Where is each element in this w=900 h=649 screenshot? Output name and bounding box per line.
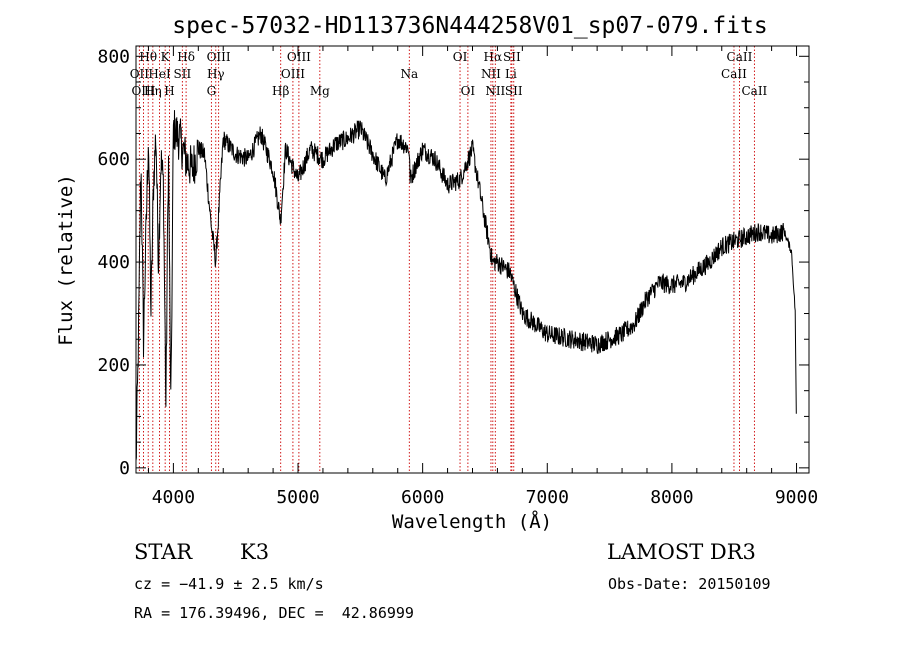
marker-label-17: OI	[453, 50, 468, 64]
marker-label-9: OIII	[207, 50, 231, 64]
survey-name: LAMOST DR3	[607, 540, 756, 564]
marker-label-13: OIII	[281, 67, 305, 81]
marker-label-21: NII	[485, 84, 505, 98]
redshift-velocity: cz = −41.9 ± 2.5 km/s	[134, 575, 324, 593]
marker-label-26: CaII	[721, 67, 747, 81]
marker-label-6: H	[164, 84, 174, 98]
object-subclass: K3	[240, 540, 270, 564]
x-tick-label-7000: 7000	[526, 487, 569, 508]
spectrum-series	[135, 110, 797, 461]
marker-label-20: NII	[481, 67, 501, 81]
y-tick-label-800: 800	[97, 46, 130, 67]
chart-title: spec-57032-HD113736N444258V01_sp07-079.f…	[172, 13, 767, 39]
x-tick-label-8000: 8000	[650, 487, 693, 508]
y-tick-label-600: 600	[97, 149, 130, 170]
marker-label-27: CaII	[741, 84, 767, 98]
marker-label-12: OIII	[287, 50, 311, 64]
marker-label-25: CaII	[727, 50, 753, 64]
observation-date: Obs-Date: 20150109	[608, 575, 771, 593]
marker-label-0: Hθ	[139, 50, 157, 64]
y-tick-label-0: 0	[119, 458, 130, 479]
marker-label-2: OIII	[131, 84, 155, 98]
marker-label-23: Li	[505, 67, 517, 81]
marker-label-22: SII	[503, 50, 521, 64]
marker-label-11: G	[207, 84, 217, 98]
x-axis-label: Wavelength (Å)	[392, 510, 552, 533]
marker-label-15: Mg	[310, 84, 330, 98]
marker-label-19: Hα	[484, 50, 503, 64]
x-tick-label-5000: 5000	[276, 487, 319, 508]
coordinates: RA = 176.39496, DEC = 42.86999	[134, 604, 414, 622]
x-axis: 4000 5000 6000 7000 8000 9000	[147, 46, 818, 508]
marker-label-4: K	[161, 50, 171, 64]
y-axis-label: Flux (relative)	[55, 174, 77, 346]
x-tick-label-9000: 9000	[775, 487, 818, 508]
marker-label-14: Hβ	[272, 84, 289, 98]
spectrum-line	[135, 110, 797, 461]
marker-label-5: HeI	[148, 67, 171, 81]
marker-label-7: Hδ	[177, 50, 195, 64]
y-axis: 0 200 400 600 800	[97, 46, 809, 479]
object-class: STAR	[134, 540, 193, 564]
marker-label-1: OII	[130, 67, 150, 81]
x-tick-label-4000: 4000	[152, 487, 195, 508]
y-tick-label-200: 200	[97, 355, 130, 376]
x-tick-label-6000: 6000	[401, 487, 444, 508]
marker-label-8: SII	[174, 67, 192, 81]
marker-label-16: Na	[400, 67, 418, 81]
y-tick-label-400: 400	[97, 252, 130, 273]
marker-label-24: SII	[505, 84, 523, 98]
marker-label-3: Hη	[144, 84, 162, 98]
marker-label-10: Hγ	[207, 67, 225, 81]
marker-label-18: OI	[461, 84, 476, 98]
